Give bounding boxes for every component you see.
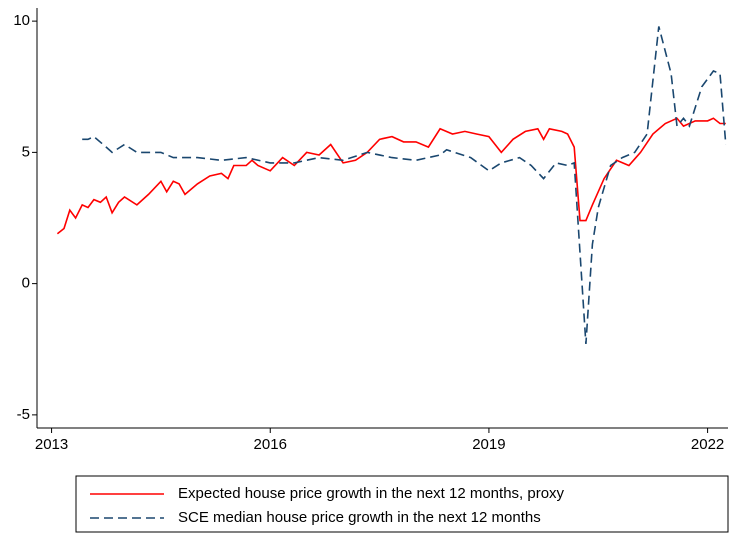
y-tick-label: 0 xyxy=(22,275,30,292)
series-line xyxy=(56,117,726,235)
x-tick-label: 2019 xyxy=(472,436,505,453)
series-line xyxy=(82,26,727,345)
x-tick-label: 2013 xyxy=(35,436,68,453)
legend-box xyxy=(75,475,729,533)
x-tick-label: 2022 xyxy=(691,436,724,453)
y-tick-label: -5 xyxy=(17,406,30,423)
legend-label: Expected house price growth in the next … xyxy=(178,485,565,502)
legend-label: SCE median house price growth in the nex… xyxy=(178,509,541,526)
x-tick-label: 2016 xyxy=(254,436,287,453)
y-tick-label: 5 xyxy=(22,143,30,160)
y-tick-label: 10 xyxy=(13,12,30,29)
